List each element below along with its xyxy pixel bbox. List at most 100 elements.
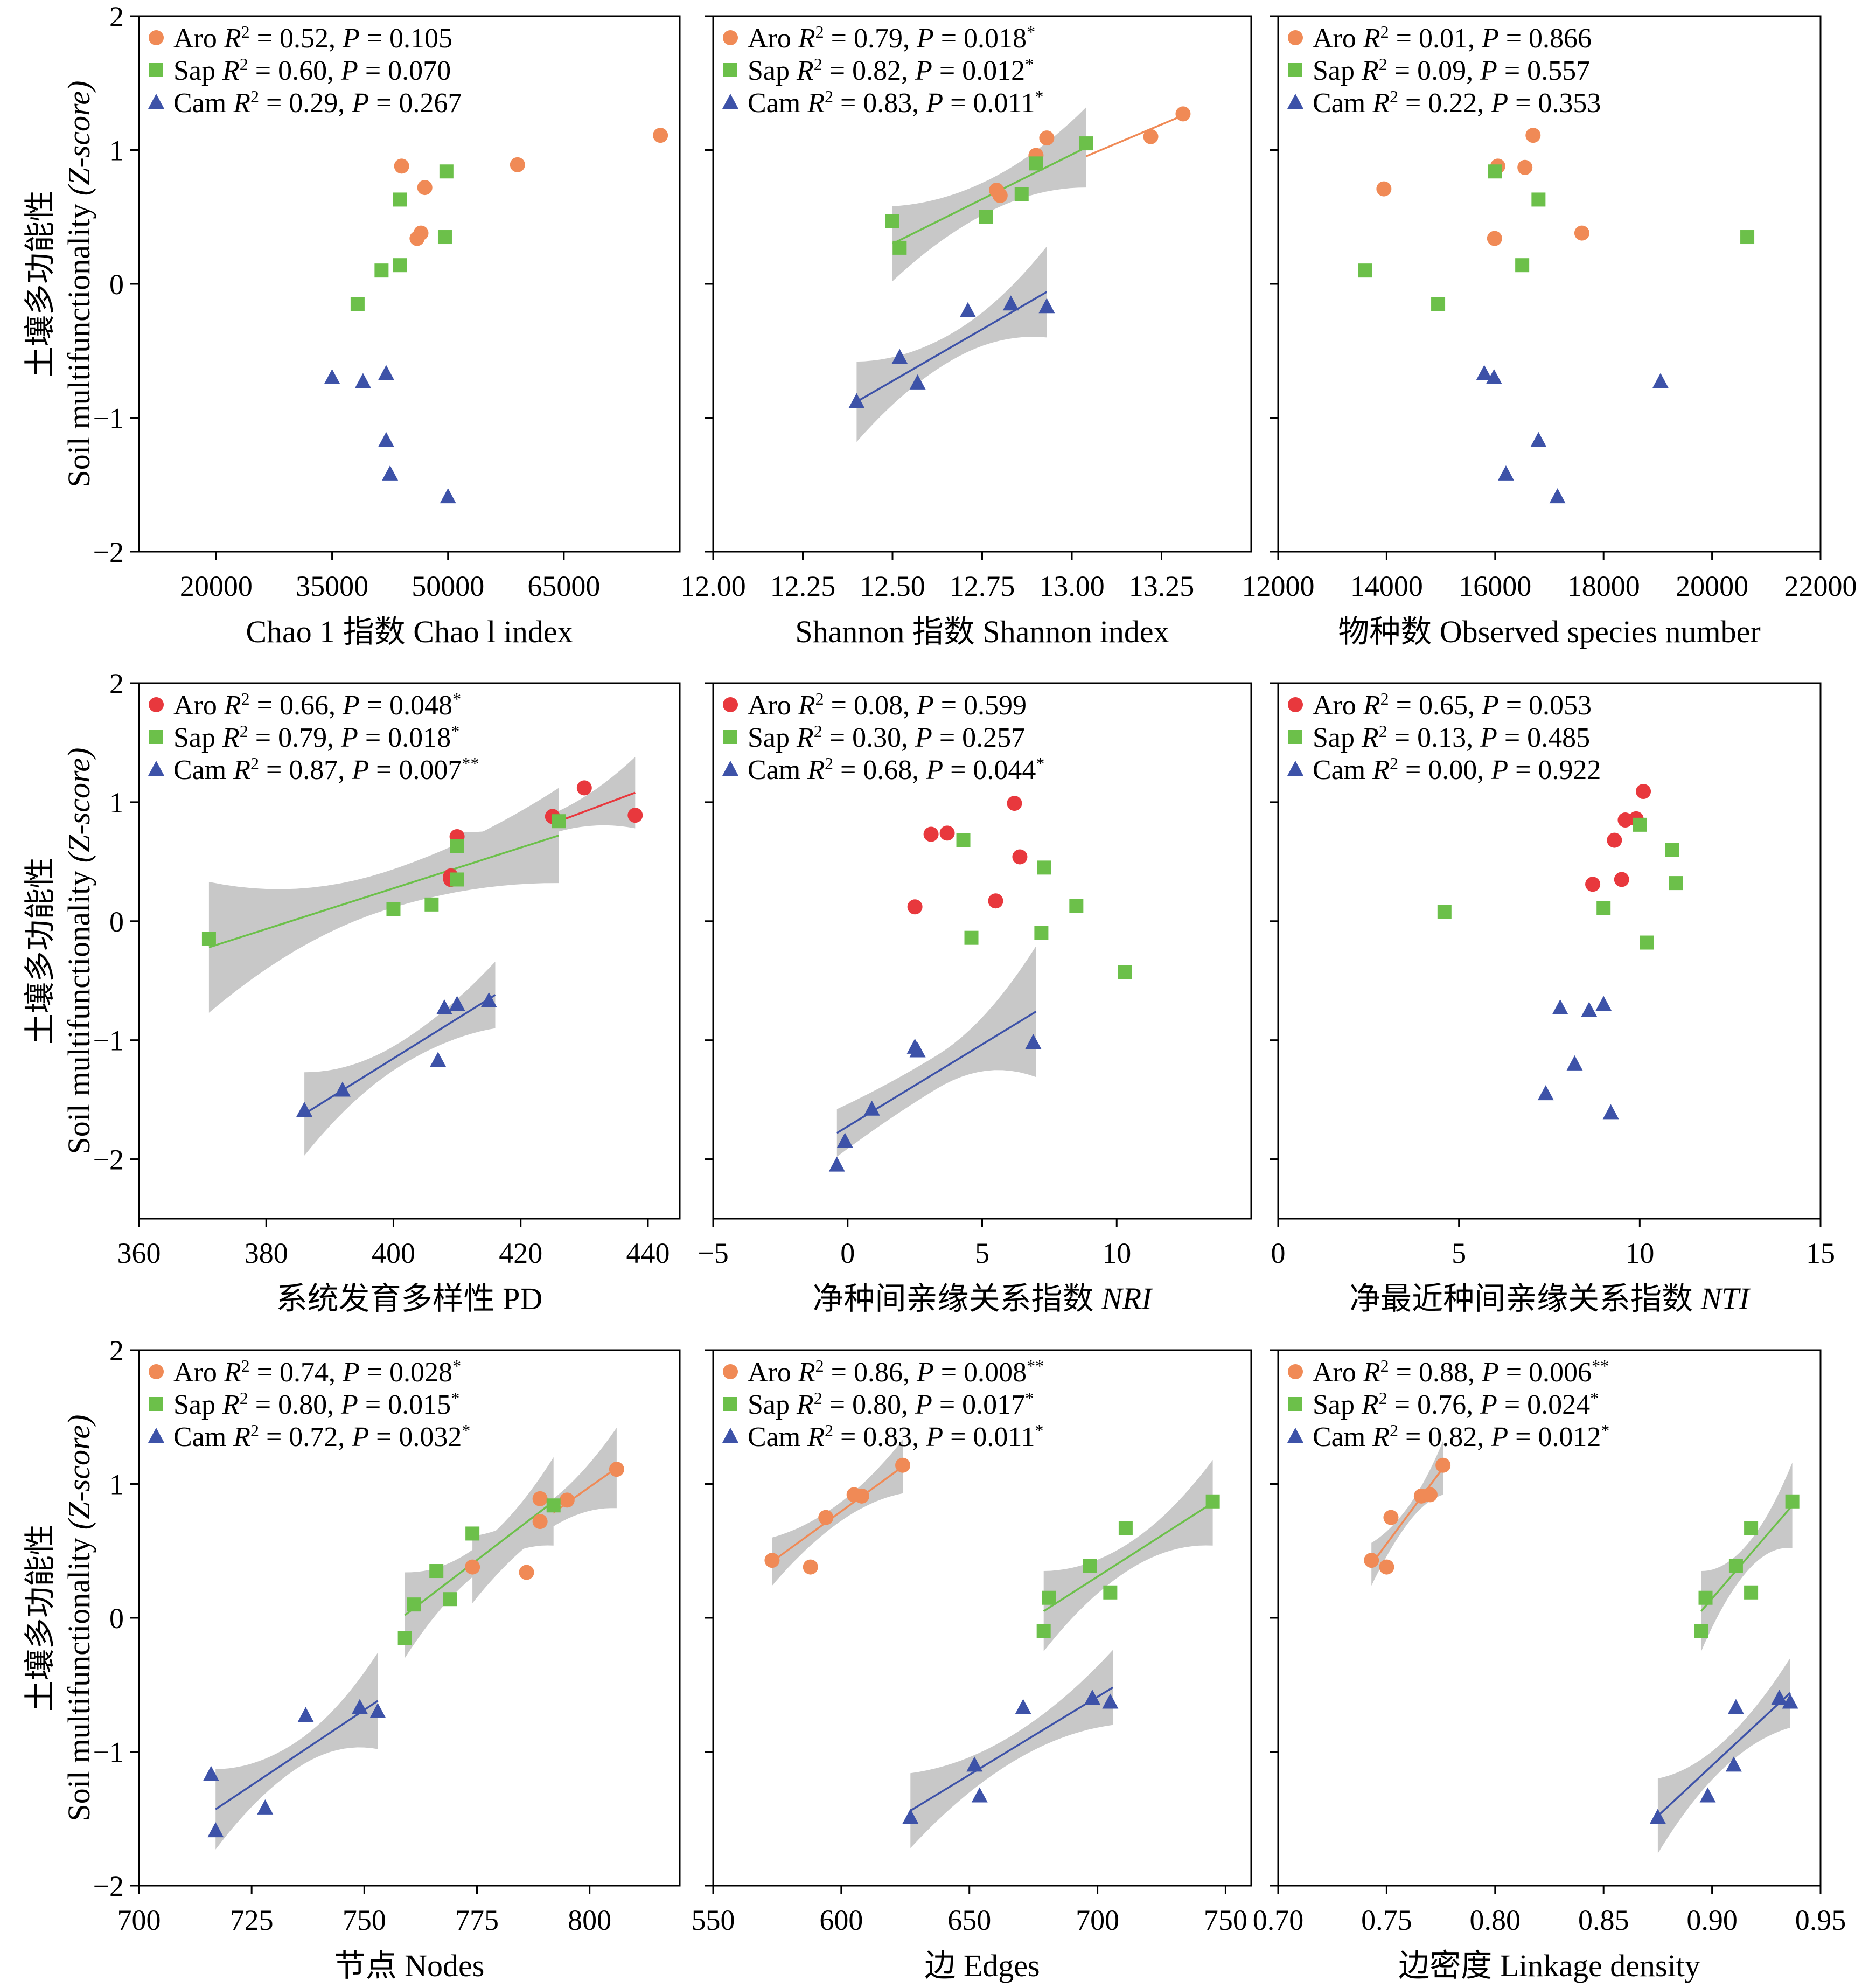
point-sap-0 — [1036, 1624, 1051, 1638]
legend-marker — [723, 30, 738, 45]
y-tick-label: 2 — [109, 1334, 124, 1367]
x-tick-label: 750 — [1204, 1904, 1247, 1936]
x-tick-label: 18000 — [1567, 570, 1640, 602]
point-sap-2 — [979, 210, 993, 224]
legend-marker — [148, 94, 164, 109]
y-tick-label: 2 — [109, 1, 124, 33]
point-cam-5 — [480, 992, 497, 1007]
x-axis-label: Shannon 指数 Shannon index — [795, 614, 1169, 649]
legend-marker — [722, 761, 738, 776]
point-sap-4 — [1029, 156, 1043, 171]
point-sap-5 — [1740, 230, 1755, 245]
point-cam-2 — [1566, 1055, 1583, 1071]
point-sap-3 — [1034, 926, 1049, 940]
point-cam-1 — [207, 1822, 224, 1838]
point-sap-1 — [964, 930, 979, 945]
point-aro-5 — [1012, 849, 1028, 865]
point-sap-3 — [1431, 297, 1446, 311]
x-tick-label: 0.90 — [1686, 1904, 1738, 1936]
point-cam-4 — [1602, 1104, 1619, 1120]
point-sap-1 — [892, 240, 907, 255]
point-cam-0 — [848, 393, 865, 408]
point-cam-3 — [378, 432, 394, 447]
point-cam-5 — [1102, 1693, 1119, 1709]
x-tick-label: 50000 — [412, 570, 484, 602]
confidence-band-0 — [836, 946, 1036, 1157]
point-sap-0 — [1694, 1624, 1708, 1638]
legend-entry-sap: Sap R2 = 0.80, P = 0.017* — [748, 1388, 1034, 1420]
point-sap-0 — [201, 932, 216, 946]
legend-marker — [1288, 63, 1302, 77]
point-aro-3 — [409, 231, 425, 246]
panel-5: −5 0 5 10 净种间亲缘关系指数 NRI Aro R2 = 0.08, P = 0.… — [698, 682, 1252, 1316]
point-aro-5 — [895, 1457, 911, 1473]
x-tick-label: 0 — [840, 1237, 855, 1269]
fit-line-2 — [304, 994, 496, 1115]
legend-entry-sap: Sap R2 = 0.82, P = 0.012* — [748, 54, 1034, 86]
y-tick-label: 0 — [109, 906, 124, 938]
point-cam-4 — [909, 1042, 926, 1058]
point-aro-5 — [1175, 106, 1191, 122]
legend-marker — [723, 1397, 737, 1411]
y-tick-label: 1 — [109, 135, 124, 167]
point-sap-1 — [1042, 1590, 1056, 1605]
point-cam-3 — [436, 999, 452, 1015]
confidence-band-1 — [892, 107, 1086, 281]
point-cam-4 — [351, 1699, 368, 1714]
point-cam-4 — [382, 465, 399, 481]
point-sap-5 — [350, 297, 365, 311]
point-cam-2 — [257, 1799, 274, 1815]
point-aro-2 — [939, 825, 955, 841]
legend-marker — [1287, 94, 1303, 109]
point-cam-5 — [440, 488, 456, 504]
point-cam-2 — [909, 374, 926, 390]
point-sap-3 — [1744, 1521, 1759, 1535]
point-aro-0 — [394, 158, 409, 174]
point-aro-0 — [1585, 877, 1601, 892]
legend-entry-aro: Aro R2 = 0.08, P = 0.599 — [748, 689, 1027, 721]
point-cam-1 — [836, 1132, 853, 1148]
legend-entry-cam: Cam R2 = 0.22, P = 0.353 — [1313, 87, 1601, 119]
confidence-band-1 — [208, 788, 559, 1013]
fit-line-2 — [1657, 1692, 1791, 1817]
legend-marker — [1288, 1397, 1302, 1411]
point-cam-5 — [1549, 488, 1566, 504]
point-sap-5 — [546, 1498, 561, 1513]
legend-entry-aro: Aro R2 = 0.88, P = 0.006** — [1313, 1356, 1609, 1388]
point-sap-3 — [1103, 1585, 1118, 1600]
x-tick-label: 12.75 — [950, 570, 1015, 602]
x-axis-label: 净最近种间亲缘关系指数 NTI — [1349, 1281, 1751, 1316]
x-tick-label: 600 — [819, 1904, 863, 1936]
point-cam-1 — [891, 349, 908, 364]
point-aro-2 — [1517, 159, 1533, 175]
point-cam-3 — [1015, 1699, 1031, 1714]
y-tick-label: 0 — [109, 268, 124, 301]
point-sap-3 — [1014, 187, 1029, 201]
point-cam-3 — [1530, 432, 1547, 447]
x-axis-label: 边 Edges — [924, 1948, 1040, 1983]
point-sap-0 — [439, 164, 454, 179]
legend-entry-cam: Cam R2 = 0.83, P = 0.011* — [748, 87, 1043, 119]
x-tick-label: 10 — [1102, 1237, 1131, 1269]
point-sap-1 — [386, 902, 401, 916]
confidence-band-2 — [304, 961, 496, 1156]
legend-marker — [1288, 697, 1303, 712]
point-aro-0 — [907, 899, 923, 915]
point-sap-3 — [443, 1592, 457, 1607]
point-sap-1 — [1488, 164, 1502, 179]
point-sap-4 — [1515, 258, 1530, 273]
x-tick-label: 13.25 — [1129, 570, 1195, 602]
point-aro-5 — [1435, 1457, 1451, 1473]
point-sap-5 — [1205, 1494, 1220, 1509]
point-cam-4 — [1497, 465, 1514, 481]
x-axis-label: 物种数 Observed species number — [1338, 614, 1760, 649]
plot-frame — [1277, 682, 1822, 1220]
panel-6: 0 5 10 15 净最近种间亲缘关系指数 NTI Aro R2 = 0.65, P = … — [1270, 682, 1835, 1316]
legend-entry-cam: Cam R2 = 0.72, P = 0.032* — [173, 1421, 470, 1452]
confidence-band-0 — [772, 1440, 903, 1586]
point-cam-2 — [1725, 1756, 1742, 1772]
legend-marker — [149, 1397, 163, 1411]
x-tick-label: 5 — [1452, 1237, 1466, 1269]
point-cam-1 — [354, 373, 371, 388]
point-sap-1 — [1596, 901, 1611, 915]
